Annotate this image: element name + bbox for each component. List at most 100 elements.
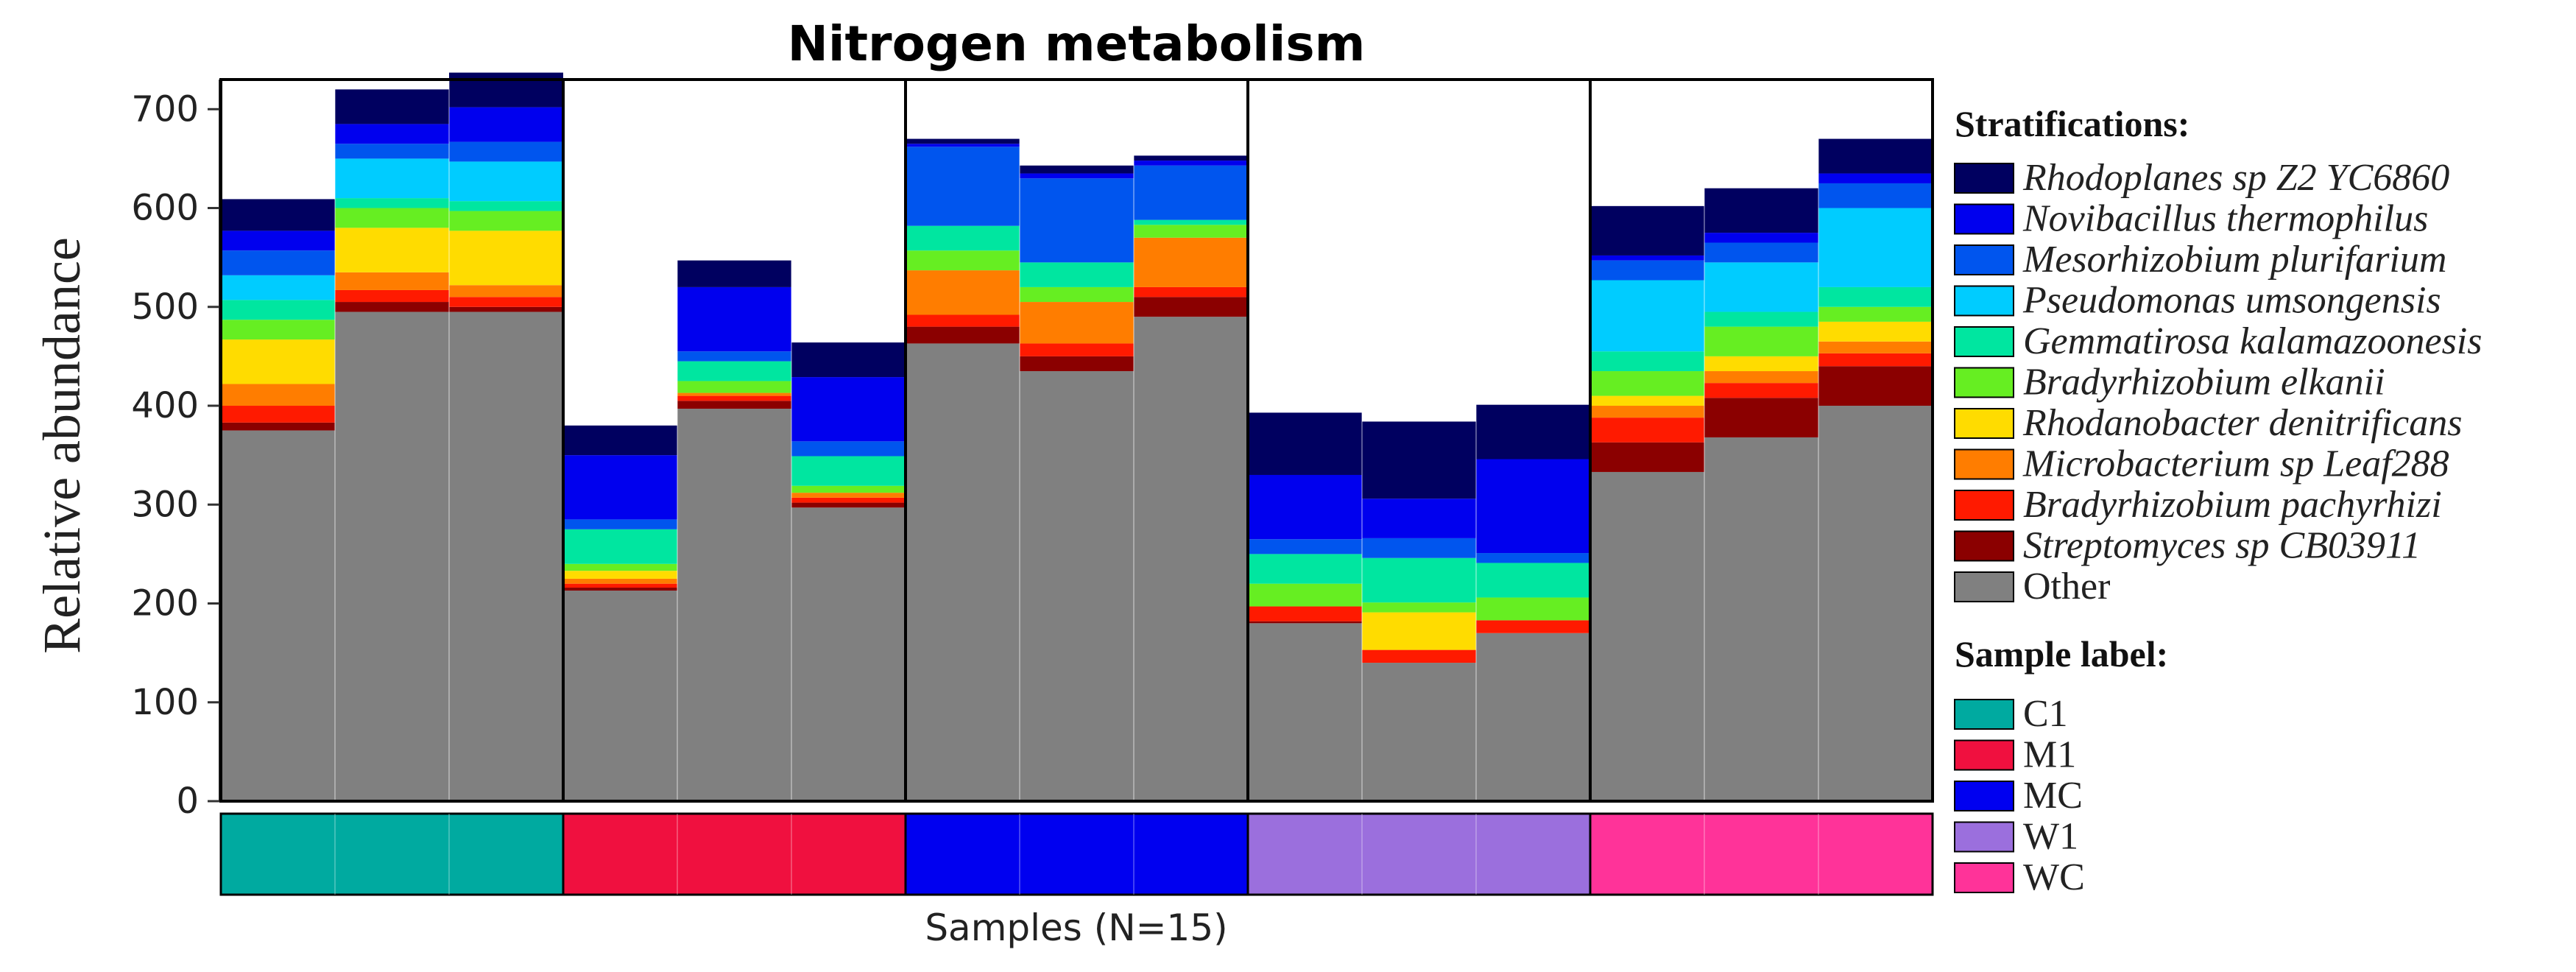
bar-segment (1818, 341, 1933, 353)
bar-segment (1248, 412, 1362, 475)
bar-segment (1476, 620, 1590, 633)
bar-segment (1362, 499, 1476, 538)
bar-segment (221, 384, 335, 406)
bar-segment (221, 422, 335, 431)
bar-segment (1362, 421, 1476, 499)
bar-segment (1818, 173, 1933, 183)
sample-label-swatch (1954, 739, 2014, 771)
bar-segment (335, 198, 449, 208)
bar-segment (677, 260, 791, 287)
legend-title: Stratifications: (1955, 103, 2189, 144)
bar-segment (791, 493, 906, 498)
legend-label: Gemmatirosa kalamazoonesis (2023, 320, 2483, 362)
bar-segment (221, 320, 335, 340)
bar-stack-C1-3 (449, 72, 563, 801)
bar-segment (906, 326, 1020, 344)
bar-segment (791, 456, 906, 486)
bar-segment (1134, 161, 1248, 166)
bar-segment (791, 497, 906, 503)
bar-segment (335, 89, 449, 124)
bar-segment (1134, 219, 1248, 225)
bar-stack-M1-1 (563, 425, 677, 801)
x-axis-label: Samples (N=15) (925, 906, 1227, 949)
bar-segment (1248, 583, 1362, 607)
bar-segment (563, 571, 677, 579)
group-band-W1 (1246, 812, 1592, 896)
bar-segment (677, 401, 791, 409)
bar-segment (677, 361, 791, 381)
sample-label-swatch (1954, 821, 2014, 853)
bar-segment (791, 507, 906, 801)
group-band-M1 (562, 812, 907, 896)
bar-segment (335, 289, 449, 303)
bar-segment (1818, 183, 1933, 208)
bar-segment (1704, 233, 1818, 243)
y-axis: 0 100 200 300 400 500 600 700 (131, 80, 220, 822)
bar-segment (449, 285, 563, 297)
bar-segment (1134, 297, 1248, 317)
bar-segment (1476, 597, 1590, 621)
bar-segment (221, 406, 335, 423)
y-tick-label: 400 (131, 385, 199, 426)
bar-segment (221, 230, 335, 251)
bar-segment (1020, 286, 1134, 303)
legend-swatch (1954, 163, 2014, 194)
bar-segment (1818, 366, 1933, 406)
bar-segment (906, 343, 1020, 801)
bar-stacks (221, 72, 1933, 801)
y-tick-label: 500 (131, 286, 199, 328)
sample-label-swatch (1954, 781, 2014, 811)
bar-segment (563, 519, 677, 529)
bar-segment (335, 144, 449, 159)
bar-segment (791, 377, 906, 442)
legend-label: Bradyrhizobium elkanii (2023, 362, 2385, 404)
sample-label-text: C1 (2023, 693, 2068, 735)
bar-segment (1704, 437, 1818, 801)
bar-segment (1590, 395, 1704, 406)
bar-stack-C1-2 (335, 89, 449, 801)
bar-segment (677, 392, 791, 396)
bar-segment (1818, 286, 1933, 307)
bar-segment (791, 485, 906, 493)
sample-label-text: WC (2023, 856, 2085, 898)
bar-stack-M1-3 (791, 342, 906, 801)
bar-segment (1476, 404, 1590, 459)
bar-segment (677, 351, 791, 362)
bar-segment (791, 502, 906, 508)
bar-stack-WC-3 (1818, 138, 1933, 801)
bar-stack-MC-3 (1134, 155, 1248, 801)
bar-segment (1590, 418, 1704, 443)
bar-segment (1704, 188, 1818, 233)
y-axis-label: Relative abundance (32, 237, 91, 654)
legend-label: Streptomyces sp CB03911 (2023, 525, 2421, 567)
bar-segment (563, 578, 677, 584)
bar-segment (1020, 356, 1134, 372)
bar-segment (1134, 225, 1248, 238)
bar-segment (906, 270, 1020, 315)
bar-segment (1248, 554, 1362, 584)
legend-swatch (1954, 367, 2014, 398)
bar-segment (221, 199, 335, 231)
bar-segment (1362, 649, 1476, 663)
bar-stack-WC-1 (1590, 205, 1704, 801)
bar-segment (1590, 255, 1704, 261)
bar-segment (1362, 538, 1476, 558)
bar-segment (1590, 280, 1704, 352)
legend-label: Microbacterium sp Leaf288 (2022, 443, 2449, 485)
bar-segment (221, 300, 335, 320)
bar-stack-MC-1 (906, 138, 1020, 801)
bar-segment (906, 138, 1020, 144)
bar-segment (1248, 623, 1362, 801)
bar-segment (1020, 262, 1134, 287)
y-tick-label: 100 (131, 682, 199, 723)
bar-segment (563, 588, 677, 591)
legend-label: Novibacillus thermophilus (2022, 198, 2428, 240)
sample-label-text: M1 (2023, 734, 2076, 776)
bar-segment (563, 529, 677, 564)
bar-segment (906, 250, 1020, 271)
group-band-MC (904, 812, 1249, 896)
bar-segment (1134, 317, 1248, 801)
bar-segment (1362, 663, 1476, 801)
